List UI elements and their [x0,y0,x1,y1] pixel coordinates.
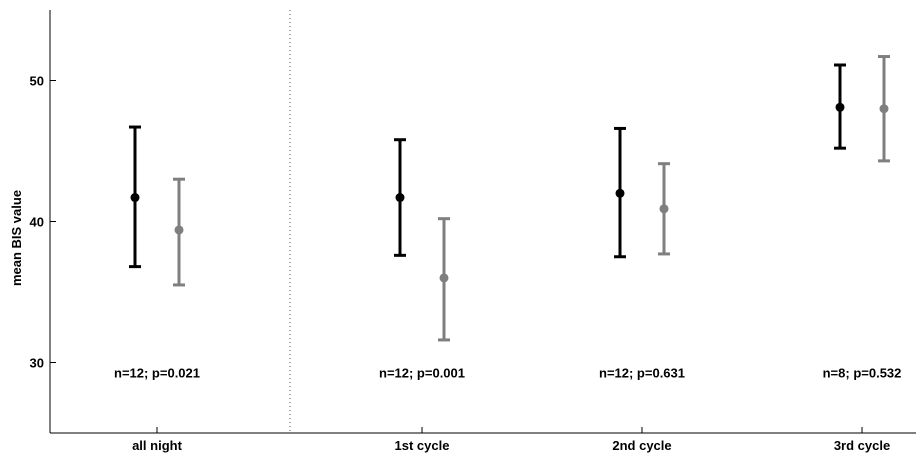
mean-point [174,225,184,235]
axes: 30 40 50 all night 1st cycle 2nd cycle 3rd cyc… [30,10,916,453]
x-tick-label: 3rd cycle [834,438,890,453]
stat-annotation: n=12; p=0.021 [114,365,200,380]
x-tick-label: all night [132,438,183,453]
y-tick-label: 30 [30,356,44,371]
mean-point [439,273,449,283]
errorbar-s1-1 [394,138,406,257]
mean-point [615,188,625,198]
errorbar-s2-0 [173,177,185,287]
mean-point [659,204,669,214]
stat-annotation: n=12; p=0.001 [379,365,465,380]
mean-point [395,193,405,203]
errorbar-s1-3 [834,63,846,150]
y-axis-label: mean BIS value [9,190,24,286]
mean-point [879,104,889,114]
mean-point [835,102,845,112]
x-tick-label: 1st cycle [395,438,450,453]
stat-annotation: n=8; p=0.532 [823,365,902,380]
stat-annotation: n=12; p=0.631 [599,365,685,380]
x-tick-label: 2nd cycle [612,438,671,453]
errorbar-s1-2 [614,126,626,259]
y-tick-label: 40 [30,215,44,230]
errorbar-layer [129,55,890,342]
y-tick-label: 50 [30,74,44,89]
errorbar-s2-2 [658,162,670,256]
errorbar-s2-1 [438,217,450,342]
mean-point [130,193,140,203]
annotation-layer: n=12; p=0.021 n=12; p=0.001 n=12; p=0.631 n… [114,365,901,380]
errorbar-s1-0 [129,125,141,269]
errorbar-s2-3 [878,55,890,163]
